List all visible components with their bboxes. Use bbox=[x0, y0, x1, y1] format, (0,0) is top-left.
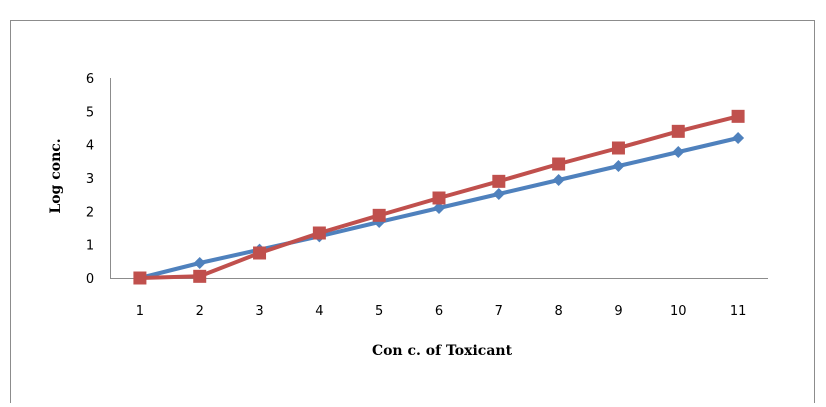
series-2-point bbox=[193, 269, 207, 283]
series-1-point bbox=[433, 202, 445, 214]
y-axis-title: Log conc. bbox=[48, 138, 64, 213]
x-tick-label: 1 bbox=[136, 304, 144, 319]
series-2-point bbox=[611, 141, 625, 155]
series-2-point bbox=[312, 226, 326, 240]
series-2-point bbox=[133, 271, 147, 285]
x-tick-group: 1 2 3 4 5 6 7 8 9 10 11 bbox=[136, 304, 747, 319]
x-tick-label: 9 bbox=[614, 304, 622, 319]
y-tick-label: 6 bbox=[86, 72, 94, 87]
series-2-point bbox=[253, 246, 267, 260]
series-2-point bbox=[671, 124, 685, 138]
y-tick-label: 4 bbox=[86, 139, 94, 154]
series-2-point bbox=[731, 109, 745, 123]
series-1-point bbox=[612, 160, 625, 172]
y-tick-label: 3 bbox=[86, 172, 94, 187]
x-tick-label: 7 bbox=[495, 304, 503, 319]
series-1-point bbox=[193, 257, 206, 269]
x-tick-label: 3 bbox=[255, 304, 263, 319]
y-tick-label: 2 bbox=[86, 205, 94, 220]
y-tick-group: 0 1 2 3 4 5 6 bbox=[86, 72, 94, 287]
y-tick-label: 0 bbox=[86, 272, 94, 287]
x-tick-label: 8 bbox=[554, 304, 562, 319]
x-tick-label: 5 bbox=[375, 304, 383, 319]
x-tick-label: 11 bbox=[730, 304, 747, 319]
series-1-point bbox=[552, 174, 565, 186]
x-tick-label: 2 bbox=[196, 304, 204, 319]
x-tick-label: 6 bbox=[435, 304, 443, 319]
x-axis-title: Con c. of Toxicant bbox=[372, 343, 513, 359]
x-tick-label: 4 bbox=[315, 304, 323, 319]
series-1-point bbox=[732, 132, 745, 144]
series-2-point bbox=[492, 174, 506, 188]
series-1-point bbox=[492, 188, 505, 200]
series-group bbox=[133, 109, 745, 285]
x-tick-label: 10 bbox=[670, 304, 687, 319]
series-2-point bbox=[552, 157, 566, 171]
y-tick-label: 5 bbox=[86, 105, 94, 120]
series-1-point bbox=[672, 146, 685, 158]
series-2-point bbox=[432, 191, 446, 205]
series-2-point bbox=[372, 208, 386, 222]
y-tick-label: 1 bbox=[86, 239, 94, 254]
